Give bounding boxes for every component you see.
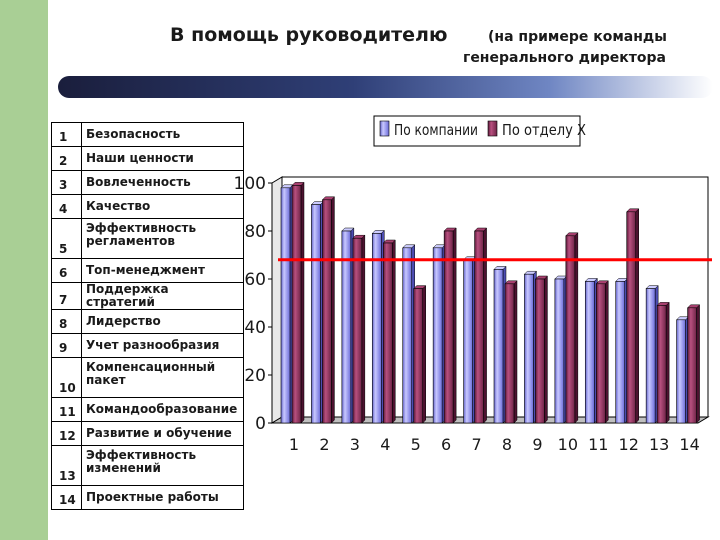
page-subtitle-line1: (на примере команды: [488, 29, 667, 45]
title-underline-bar: [58, 76, 713, 98]
y-tick-label: 0: [255, 414, 266, 434]
factor-row: 12 Развитие и обучение: [51, 421, 244, 446]
factor-number: 8: [51, 309, 82, 334]
bar: [322, 199, 332, 424]
legend-swatch: [379, 120, 390, 137]
bar-side: [605, 280, 609, 424]
bar: [584, 281, 595, 424]
x-tick-label: 3: [350, 435, 360, 454]
factor-number: 4: [51, 194, 82, 219]
factor-label: Качество: [81, 194, 244, 219]
bar: [504, 283, 515, 424]
factor-label: Эффективность регламентов: [81, 218, 244, 259]
bar: [687, 307, 697, 424]
bar: [311, 204, 321, 424]
legend-label: По отделу X: [502, 121, 586, 139]
factors-table: 1 Безопасность 2 Наши ценности 3 Вовлеченност…: [51, 122, 244, 510]
x-tick-label: 7: [471, 435, 481, 454]
y-tick-label: 40: [244, 318, 266, 338]
bar: [443, 230, 454, 424]
bar: [615, 281, 626, 424]
bar: [565, 235, 576, 424]
bar-side: [392, 239, 396, 424]
factor-row: 9 Учет разнообразия: [51, 333, 244, 358]
bar-side: [483, 227, 487, 424]
x-tick-label: 2: [319, 435, 329, 454]
bar: [474, 230, 484, 424]
factor-number: 13: [51, 445, 82, 486]
bar: [463, 259, 473, 424]
page-subtitle-line2: генерального директора: [463, 50, 666, 66]
factor-row: 13 Эффективность изменений: [51, 445, 244, 486]
bar-side: [635, 208, 639, 424]
bar: [402, 247, 413, 424]
bar: [493, 269, 504, 424]
y-tick-label: 20: [244, 366, 266, 386]
chart-floor: [270, 416, 710, 424]
bar-side: [696, 304, 700, 424]
bar: [595, 283, 606, 424]
chart-side-wall: [271, 176, 283, 424]
bar: [280, 187, 291, 424]
bar: [524, 273, 534, 424]
factor-row: 4 Качество: [51, 194, 244, 219]
bar: [554, 278, 565, 424]
bar: [291, 185, 302, 424]
x-tick-label: 13: [649, 435, 669, 454]
x-tick-label: 8: [502, 435, 512, 454]
factor-row: 3 Вовлеченность: [51, 170, 244, 195]
left-decor-stripe: [0, 0, 48, 540]
x-tick-label: 9: [532, 435, 542, 454]
factor-label: Развитие и обучение: [81, 421, 244, 446]
factor-label: Эффективность изменений: [81, 445, 244, 486]
bar-side: [361, 234, 366, 424]
bar: [352, 237, 363, 424]
bar: [535, 278, 545, 424]
factor-label: Топ-менеджмент: [81, 258, 244, 283]
bar-side: [331, 196, 335, 424]
y-tick-label: 60: [244, 270, 266, 290]
page-title: В помощь руководителю: [170, 24, 448, 46]
factor-row: 6 Топ-менеджмент: [51, 258, 244, 283]
bar: [656, 305, 667, 424]
factor-row: 14 Проектные работы: [51, 485, 244, 510]
x-tick-label: 10: [558, 435, 578, 454]
x-tick-label: 6: [441, 435, 451, 454]
bar-side: [452, 227, 457, 424]
x-tick-label: 1: [289, 435, 299, 454]
y-tick-label: 100: [234, 174, 266, 194]
factor-label: Проектные работы: [81, 485, 244, 510]
bar-side: [574, 232, 579, 424]
factor-number: 14: [51, 485, 82, 510]
bar: [432, 247, 443, 424]
factor-number: 2: [51, 146, 82, 171]
factor-row: 5 Эффективность регламентов: [51, 218, 244, 259]
legend-label: По компании: [394, 121, 478, 139]
factor-row: 10 Компенсационный пакет: [51, 357, 244, 398]
bar: [645, 288, 656, 424]
factor-label: Учет разнообразия: [81, 333, 244, 358]
bar-side: [300, 181, 305, 424]
x-tick-label: 12: [619, 435, 639, 454]
bar: [413, 288, 424, 424]
x-tick-label: 14: [679, 435, 699, 454]
y-tick-label: 80: [244, 222, 266, 242]
factor-label: Компенсационный пакет: [81, 357, 244, 398]
bar-side: [422, 284, 426, 424]
x-tick-label: 11: [588, 435, 608, 454]
legend-swatch: [487, 120, 498, 137]
bar-side: [665, 301, 670, 424]
bar: [382, 242, 393, 424]
bar: [341, 230, 352, 424]
x-tick-label: 4: [380, 435, 390, 454]
bar-side: [513, 280, 518, 424]
bar: [371, 233, 382, 424]
bar: [626, 211, 637, 424]
x-tick-label: 5: [411, 435, 421, 454]
legend-box: [373, 115, 581, 147]
bar-side: [544, 275, 548, 424]
bar: [676, 319, 686, 424]
